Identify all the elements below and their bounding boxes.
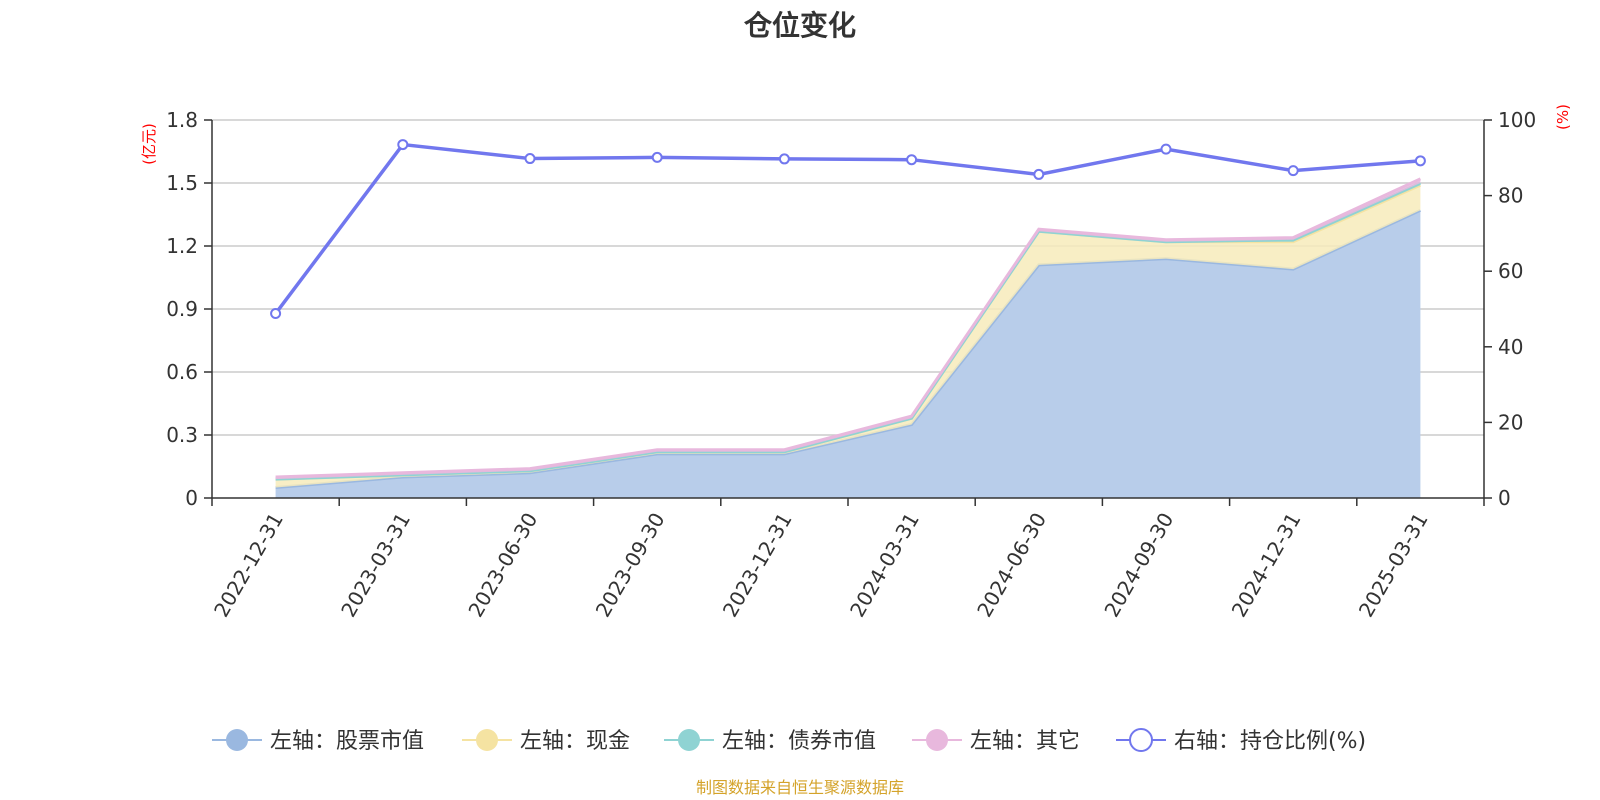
left-axis-tick-label: 0 <box>185 486 198 510</box>
ratio-point <box>651 151 663 163</box>
ratio-point <box>397 139 409 151</box>
right-axis-tick-label: 20 <box>1498 410 1523 434</box>
grid-lines <box>212 119 1484 436</box>
legend-label: 左轴：股票市值 <box>270 729 424 754</box>
stock-value-area <box>275 210 1421 499</box>
legend-marker-icon <box>226 729 248 751</box>
chart-title: 仓位变化 <box>743 9 856 42</box>
right-axis-tick-label: 80 <box>1498 184 1523 208</box>
other-area-line <box>275 177 1422 479</box>
legend-marker-icon <box>926 729 948 751</box>
right-axis-tick-label: 40 <box>1498 335 1523 359</box>
left-axis-unit: (亿元) <box>140 123 158 165</box>
ratio-line-path <box>274 142 1421 315</box>
left-axis-tick-label: 1.2 <box>166 234 198 258</box>
legend-item-other: 左轴：其它 <box>912 729 1080 754</box>
x-axis-tick-label: 2024-06-30 <box>972 509 1051 622</box>
ratio-point <box>270 308 282 320</box>
ratio-point <box>1287 165 1299 177</box>
x-axis-tick-label: 2024-12-31 <box>1227 509 1306 622</box>
x-axis-tick-label: 2023-09-30 <box>591 509 670 622</box>
ratio-line <box>270 139 1426 320</box>
ratio-point <box>524 153 536 165</box>
legend-marker-icon <box>1129 728 1153 752</box>
x-axis-tick-label: 2022-12-31 <box>209 509 288 622</box>
legend-label: 左轴：债券市值 <box>722 729 876 754</box>
legend-item-cash: 左轴：现金 <box>462 729 630 754</box>
legend-item-ratio: 右轴：持仓比例(%) <box>1116 728 1366 754</box>
right-axis-tick-label: 60 <box>1498 259 1523 283</box>
x-axis-tick-label: 2024-09-30 <box>1099 509 1178 622</box>
right-axis-tick-label: 100 <box>1498 108 1536 132</box>
x-axis-tick-label: 2024-03-31 <box>845 509 924 622</box>
ratio-point <box>906 154 918 166</box>
legend-marker-icon <box>678 729 700 751</box>
x-axis-tick-label: 2023-12-31 <box>718 509 797 622</box>
left-axis-tick-label: 0.6 <box>166 360 198 384</box>
stacked-areas <box>275 177 1422 499</box>
left-axis-tick-label: 0.3 <box>166 423 198 447</box>
legend-label: 左轴：现金 <box>520 729 630 754</box>
x-axis-tick-label: 2023-06-30 <box>463 509 542 622</box>
legend-label: 左轴：其它 <box>970 729 1080 754</box>
left-axis-tick-label: 1.8 <box>166 108 198 132</box>
legend-item-bond: 左轴：债券市值 <box>664 729 876 754</box>
x-axis-tick-label: 2025-03-31 <box>1354 509 1433 622</box>
ratio-point <box>778 153 790 165</box>
ratio-point <box>1033 168 1045 180</box>
left-axis-tick-label: 0.9 <box>166 297 198 321</box>
legend-item-stock: 左轴：股票市值 <box>212 729 424 754</box>
legend-label: 右轴：持仓比例(%) <box>1174 729 1366 754</box>
left-axis-tick-label: 1.5 <box>166 171 198 195</box>
source-note: 制图数据来自恒生聚源数据库 <box>695 778 904 797</box>
ratio-point <box>1414 155 1426 167</box>
legend: 左轴：股票市值 左轴：现金 左轴：债券市值 左轴：其它 右轴：持仓比例(%) <box>212 728 1366 754</box>
legend-marker-icon <box>476 729 498 751</box>
ratio-point <box>1160 143 1172 155</box>
x-axis-tick-label: 2023-03-31 <box>336 509 415 622</box>
right-axis-tick-label: 0 <box>1498 486 1511 510</box>
right-axis-unit: (%) <box>1554 104 1572 130</box>
